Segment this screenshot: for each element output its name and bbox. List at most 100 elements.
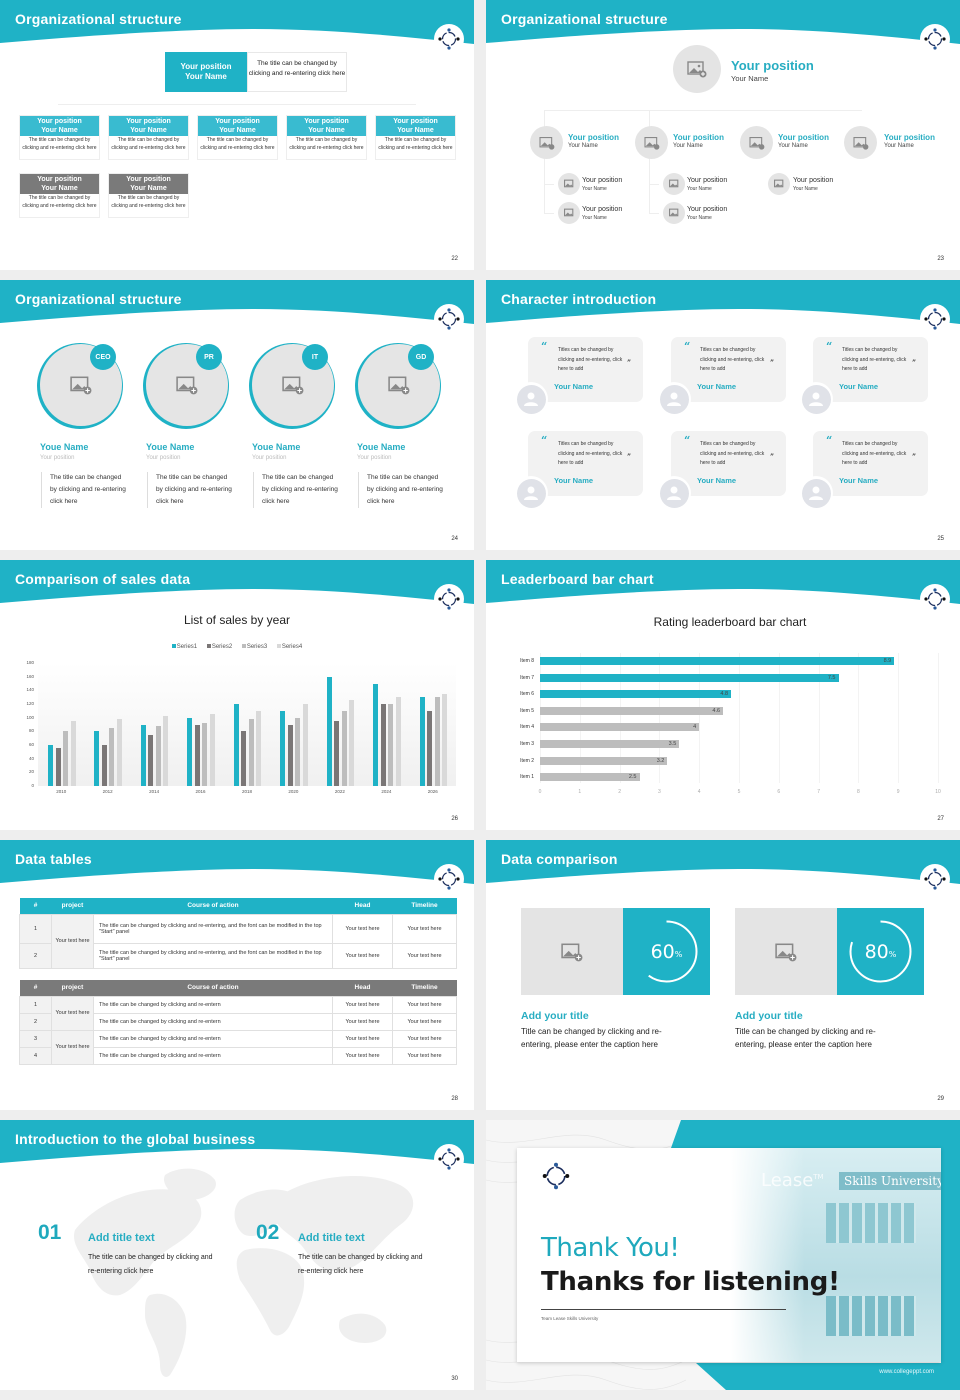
slide-23[interactable]: Organizational structure Your position Y…	[486, 0, 960, 270]
open-quote-icon: “	[541, 434, 548, 447]
image-placeholder-icon[interactable]	[635, 126, 668, 159]
org-box[interactable]: Your position Your Name The title can be c…	[108, 173, 189, 218]
testimonial-card[interactable]	[528, 431, 643, 496]
university-logo-icon	[920, 24, 950, 54]
role-badge: GD	[408, 344, 434, 370]
university-logo-icon	[434, 864, 464, 894]
image-placeholder-icon[interactable]	[673, 45, 721, 93]
chart-bar	[116, 719, 122, 786]
org-box[interactable]: Your position Your Name The title can be c…	[375, 115, 456, 160]
page-number: 28	[451, 1096, 458, 1102]
chart-bar: 7.5	[540, 673, 839, 682]
image-placeholder-icon[interactable]	[558, 173, 580, 195]
image-placeholder-icon[interactable]	[40, 344, 122, 426]
role-badge: PR	[196, 344, 222, 370]
close-quote-icon: ”	[912, 452, 917, 461]
testimonial-card[interactable]	[813, 337, 928, 402]
org-box[interactable]: Your position Your Name The title can be c…	[19, 115, 100, 160]
testimonial-card[interactable]	[671, 431, 786, 496]
org-top-desc: The title can be changed by clicking and…	[247, 52, 347, 92]
chart-bar: 3.2	[540, 756, 668, 765]
chart-bar	[109, 727, 115, 786]
chart-bar	[295, 717, 301, 786]
slide-30[interactable]: Introduction to the global business 01 A…	[0, 1120, 474, 1390]
chart-bar	[194, 724, 200, 786]
university-logo-icon	[542, 1162, 570, 1190]
column-chart-plot	[38, 663, 456, 786]
image-placeholder-icon[interactable]	[663, 173, 685, 195]
org-box[interactable]: Your position Your Name The title can be c…	[286, 115, 367, 160]
chart-bar	[70, 721, 76, 786]
open-quote-icon: “	[684, 340, 691, 353]
chart-bar: 2.5	[540, 773, 640, 782]
chart-bar	[395, 697, 401, 786]
chart-bar	[187, 717, 193, 786]
page-number: 25	[937, 536, 944, 542]
slide-25[interactable]: Character introduction “ Titles can be c…	[486, 280, 960, 550]
page-number: 30	[451, 1376, 458, 1382]
image-placeholder-icon[interactable]	[521, 908, 623, 995]
image-placeholder-icon[interactable]	[558, 202, 580, 224]
chart-bar	[140, 724, 146, 786]
progress-ring-60: 60%	[623, 908, 710, 995]
chart-bar: 4.6	[540, 706, 724, 715]
avatar	[514, 382, 548, 416]
university-logo-icon	[434, 1144, 464, 1174]
page-number: 22	[451, 256, 458, 262]
slide-title: Leaderboard bar chart	[501, 571, 654, 587]
chart-bar	[148, 734, 154, 786]
testimonial-card[interactable]	[813, 431, 928, 496]
avatar	[657, 476, 691, 510]
slide-header: Data comparison	[486, 840, 960, 884]
image-placeholder-icon[interactable]	[768, 173, 790, 195]
slide-31-thank-you[interactable]: LeaseTM Skills University Thank You! Tha…	[486, 1120, 960, 1390]
image-placeholder-icon[interactable]	[844, 126, 877, 159]
role-badge: CEO	[90, 344, 116, 370]
progress-ring-80: 80%	[837, 908, 924, 995]
chart-bar	[63, 731, 68, 786]
slide-22[interactable]: Organizational structure Your position Yo…	[0, 0, 474, 270]
org-box[interactable]: Your position Your Name The title can be c…	[197, 115, 278, 160]
slide-26[interactable]: Comparison of sales data List of sales b…	[0, 560, 474, 830]
table-row: 1 Your text here The title can be changed …	[19, 913, 457, 969]
chart-bar	[388, 704, 394, 786]
website-link[interactable]: www.collegeppt.com	[879, 1369, 934, 1375]
org-box[interactable]: Your position Your Name The title can be c…	[19, 173, 100, 218]
thanks-listening-heading: Thanks for listening!	[541, 1267, 840, 1297]
chart-bar	[202, 723, 208, 786]
open-quote-icon: “	[826, 340, 833, 353]
testimonial-card[interactable]	[528, 337, 643, 402]
image-placeholder-icon[interactable]	[663, 202, 685, 224]
chart-bar	[163, 716, 169, 786]
org-box[interactable]: Your position Your Name The title can be c…	[108, 115, 189, 160]
slide-title: Introduction to the global business	[15, 1131, 256, 1147]
slide-29[interactable]: Data comparison 60% Add your title Title…	[486, 840, 960, 1110]
close-quote-icon: ”	[770, 452, 775, 461]
chart-bar	[101, 745, 107, 786]
connector-line	[544, 110, 862, 111]
slide-header: Introduction to the global business	[0, 1120, 474, 1164]
image-placeholder-icon[interactable]	[252, 344, 334, 426]
chart-title: Rating leaderboard bar chart	[653, 615, 807, 629]
image-placeholder-icon[interactable]	[735, 908, 837, 995]
open-quote-icon: “	[541, 340, 548, 353]
image-placeholder-icon[interactable]	[530, 126, 563, 159]
chart-bar	[349, 699, 355, 786]
role-badge: IT	[302, 344, 328, 370]
testimonial-card[interactable]	[671, 337, 786, 402]
chart-bar	[155, 725, 161, 786]
chart-bar	[209, 714, 215, 786]
chart-bar	[287, 724, 293, 786]
university-logo-icon	[434, 304, 464, 334]
table-row: 2 The title can be changed by clicking an…	[19, 942, 457, 969]
org-top-box[interactable]: Your position Your Name	[165, 52, 247, 92]
slide-title: Data comparison	[501, 851, 618, 867]
image-placeholder-icon[interactable]	[740, 126, 773, 159]
chart-bar	[442, 693, 448, 786]
slide-27[interactable]: Leaderboard bar chart Rating leaderboard…	[486, 560, 960, 830]
chart-bar	[427, 710, 433, 786]
close-quote-icon: ”	[770, 358, 775, 367]
slide-24[interactable]: Organizational structure CEO Youe Name Yo…	[0, 280, 474, 550]
chart-bar	[241, 731, 247, 786]
slide-28[interactable]: Data tables # project Course of action Head…	[0, 840, 474, 1110]
